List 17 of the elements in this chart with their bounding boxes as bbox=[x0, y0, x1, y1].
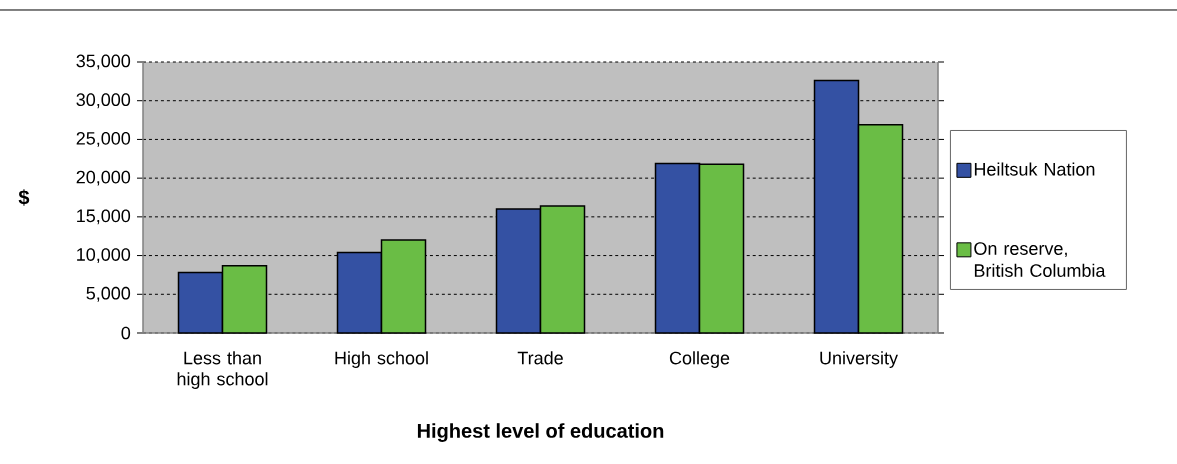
x-tick-label: Trade bbox=[517, 351, 563, 365]
y-tick-label: 30,000 bbox=[76, 93, 131, 109]
x-tick-label: High school bbox=[335, 351, 428, 368]
y-tick-label: 10,000 bbox=[77, 248, 131, 263]
y-axis-title: $ bbox=[18, 189, 30, 206]
legend-label: Heiltsuk Nation bbox=[974, 162, 1095, 176]
y-tick-label: 25,000 bbox=[76, 132, 131, 147]
legend-label: On reserve, British Columbia bbox=[974, 242, 1106, 277]
y-tick-label: 5,000 bbox=[86, 286, 131, 302]
x-axis-title: Highest level of education bbox=[417, 423, 664, 442]
x-tick-label: University bbox=[820, 351, 898, 368]
y-tick-label: 35,000 bbox=[76, 54, 131, 70]
y-tick-label: 20,000 bbox=[76, 170, 131, 186]
y-tick-label: 15,000 bbox=[77, 209, 131, 225]
x-tick-label: College bbox=[669, 351, 730, 368]
x-tick-label: Less than high school bbox=[177, 351, 268, 389]
y-tick-label: 0 bbox=[121, 326, 131, 340]
